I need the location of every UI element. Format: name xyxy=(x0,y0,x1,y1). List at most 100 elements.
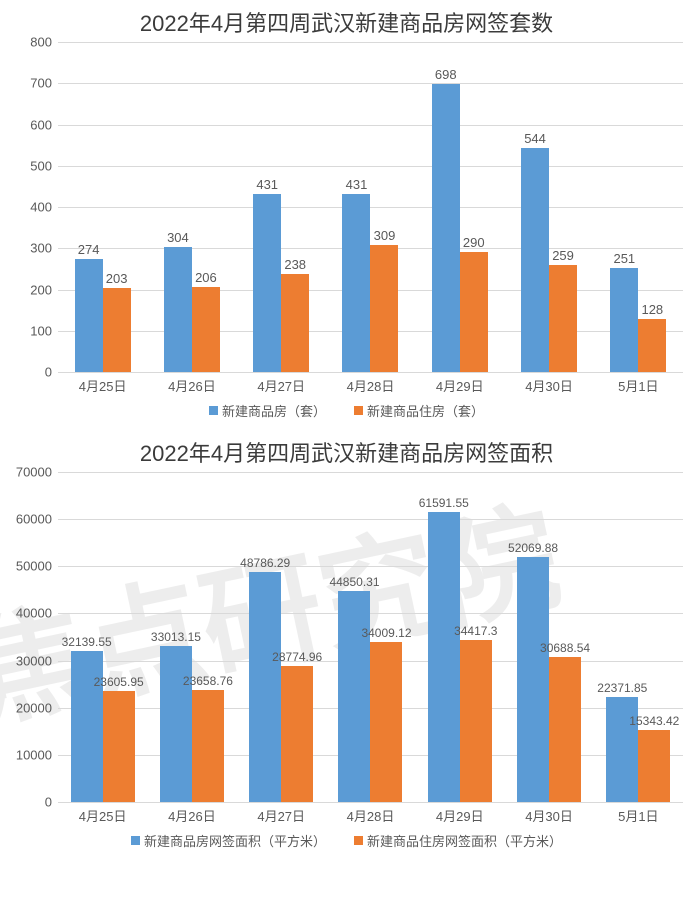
bar-value-label: 28774.96 xyxy=(272,650,322,666)
ytick-label: 10000 xyxy=(16,747,58,762)
ytick-label: 70000 xyxy=(16,465,58,480)
bar-value-label: 290 xyxy=(463,235,485,252)
bar: 23605.95 xyxy=(103,691,135,802)
bar-value-label: 238 xyxy=(284,257,306,274)
bar-value-label: 431 xyxy=(346,177,368,194)
legend-item: 新建商品房网签面积（平方米） xyxy=(131,831,326,850)
bar-group: 52069.8830688.54 xyxy=(504,472,593,802)
bar: 128 xyxy=(638,319,666,372)
bar: 259 xyxy=(549,265,577,372)
bar: 48786.29 xyxy=(249,572,281,802)
chart-units: 2022年4月第四周武汉新建商品房网签套数 010020030040050060… xyxy=(0,0,693,430)
chart2-title: 2022年4月第四周武汉新建商品房网签面积 xyxy=(0,430,693,472)
bar-value-label: 30688.54 xyxy=(540,641,590,657)
bar: 22371.85 xyxy=(606,697,638,802)
bar-group: 48786.2928774.96 xyxy=(237,472,326,802)
bar-value-label: 259 xyxy=(552,248,574,265)
legend-label: 新建商品住房（套） xyxy=(367,401,484,420)
xtick-label: 4月30日 xyxy=(504,802,593,825)
bar: 34417.3 xyxy=(460,640,492,802)
ytick-label: 30000 xyxy=(16,653,58,668)
bar-group: 44850.3134009.12 xyxy=(326,472,415,802)
gridline xyxy=(58,372,683,373)
bar-value-label: 544 xyxy=(524,131,546,148)
bar: 44850.31 xyxy=(338,591,370,802)
bar-value-label: 48786.29 xyxy=(240,556,290,572)
legend-swatch xyxy=(131,836,140,845)
bar: 431 xyxy=(253,194,281,372)
chart2-legend: 新建商品房网签面积（平方米）新建商品住房网签面积（平方米） xyxy=(0,825,693,860)
bar: 28774.96 xyxy=(281,666,313,802)
bar-value-label: 22371.85 xyxy=(597,681,647,697)
ytick-label: 0 xyxy=(45,795,58,810)
bar: 544 xyxy=(521,148,549,372)
chart2-xaxis: 4月25日4月26日4月27日4月28日4月29日4月30日5月1日 xyxy=(58,802,683,825)
xtick-label: 4月25日 xyxy=(58,372,147,395)
bar: 290 xyxy=(460,252,488,372)
bar: 431 xyxy=(342,194,370,372)
bar: 30688.54 xyxy=(549,657,581,802)
bar-group: 251128 xyxy=(594,42,683,372)
bar-value-label: 206 xyxy=(195,270,217,287)
bar-value-label: 274 xyxy=(78,242,100,259)
bar-value-label: 698 xyxy=(435,67,457,84)
bar: 52069.88 xyxy=(517,557,549,802)
xtick-label: 5月1日 xyxy=(594,372,683,395)
bar: 251 xyxy=(610,268,638,372)
gridline xyxy=(58,802,683,803)
bars-row: 2742033042064312384313096982905442592511… xyxy=(58,42,683,372)
ytick-label: 50000 xyxy=(16,559,58,574)
bar: 15343.42 xyxy=(638,730,670,802)
ytick-label: 300 xyxy=(30,241,58,256)
bar-group: 698290 xyxy=(415,42,504,372)
bar-group: 61591.5534417.3 xyxy=(415,472,504,802)
bar: 206 xyxy=(192,287,220,372)
chart2-plot-area: 0100002000030000400005000060000700003213… xyxy=(58,472,683,802)
bar-value-label: 34009.12 xyxy=(361,626,411,642)
xtick-label: 4月28日 xyxy=(326,802,415,825)
bar: 238 xyxy=(281,274,309,372)
ytick-label: 600 xyxy=(30,117,58,132)
bar: 32139.55 xyxy=(71,651,103,803)
bar: 309 xyxy=(370,245,398,372)
bar: 23658.76 xyxy=(192,690,224,802)
ytick-label: 800 xyxy=(30,35,58,50)
bar-group: 22371.8515343.42 xyxy=(594,472,683,802)
chart1-title: 2022年4月第四周武汉新建商品房网签套数 xyxy=(0,0,693,42)
bar-group: 544259 xyxy=(504,42,593,372)
xtick-label: 4月30日 xyxy=(504,372,593,395)
xtick-label: 4月26日 xyxy=(147,802,236,825)
bar-value-label: 15343.42 xyxy=(629,714,679,730)
bar: 34009.12 xyxy=(370,642,402,802)
ytick-label: 700 xyxy=(30,76,58,91)
ytick-label: 500 xyxy=(30,158,58,173)
bar-value-label: 128 xyxy=(641,302,663,319)
xtick-label: 4月29日 xyxy=(415,372,504,395)
ytick-label: 40000 xyxy=(16,606,58,621)
chart1-plot-wrap: 0100200300400500600700800274203304206431… xyxy=(58,42,683,372)
bar: 61591.55 xyxy=(428,512,460,802)
bar-group: 274203 xyxy=(58,42,147,372)
xtick-label: 5月1日 xyxy=(594,802,683,825)
bar-group: 431309 xyxy=(326,42,415,372)
bar-value-label: 309 xyxy=(374,228,396,245)
bar: 274 xyxy=(75,259,103,372)
ytick-label: 60000 xyxy=(16,512,58,527)
xtick-label: 4月26日 xyxy=(147,372,236,395)
bar-value-label: 23605.95 xyxy=(94,675,144,691)
bar-value-label: 23658.76 xyxy=(183,674,233,690)
bar-value-label: 33013.15 xyxy=(151,630,201,646)
bar-value-label: 431 xyxy=(256,177,278,194)
bar: 698 xyxy=(432,84,460,372)
chart2-plot-wrap: 0100002000030000400005000060000700003213… xyxy=(58,472,683,802)
ytick-label: 0 xyxy=(45,365,58,380)
xtick-label: 4月27日 xyxy=(237,802,326,825)
ytick-label: 400 xyxy=(30,200,58,215)
bar-group: 33013.15 23658.76 xyxy=(147,472,236,802)
legend-label: 新建商品房（套） xyxy=(222,401,326,420)
bar-group: 32139.5523605.95 xyxy=(58,472,147,802)
legend-swatch xyxy=(354,836,363,845)
chart1-xaxis: 4月25日4月26日4月27日4月28日4月29日4月30日5月1日 xyxy=(58,372,683,395)
bar-group: 304 206 xyxy=(147,42,236,372)
bar-value-label: 304 xyxy=(167,230,189,247)
